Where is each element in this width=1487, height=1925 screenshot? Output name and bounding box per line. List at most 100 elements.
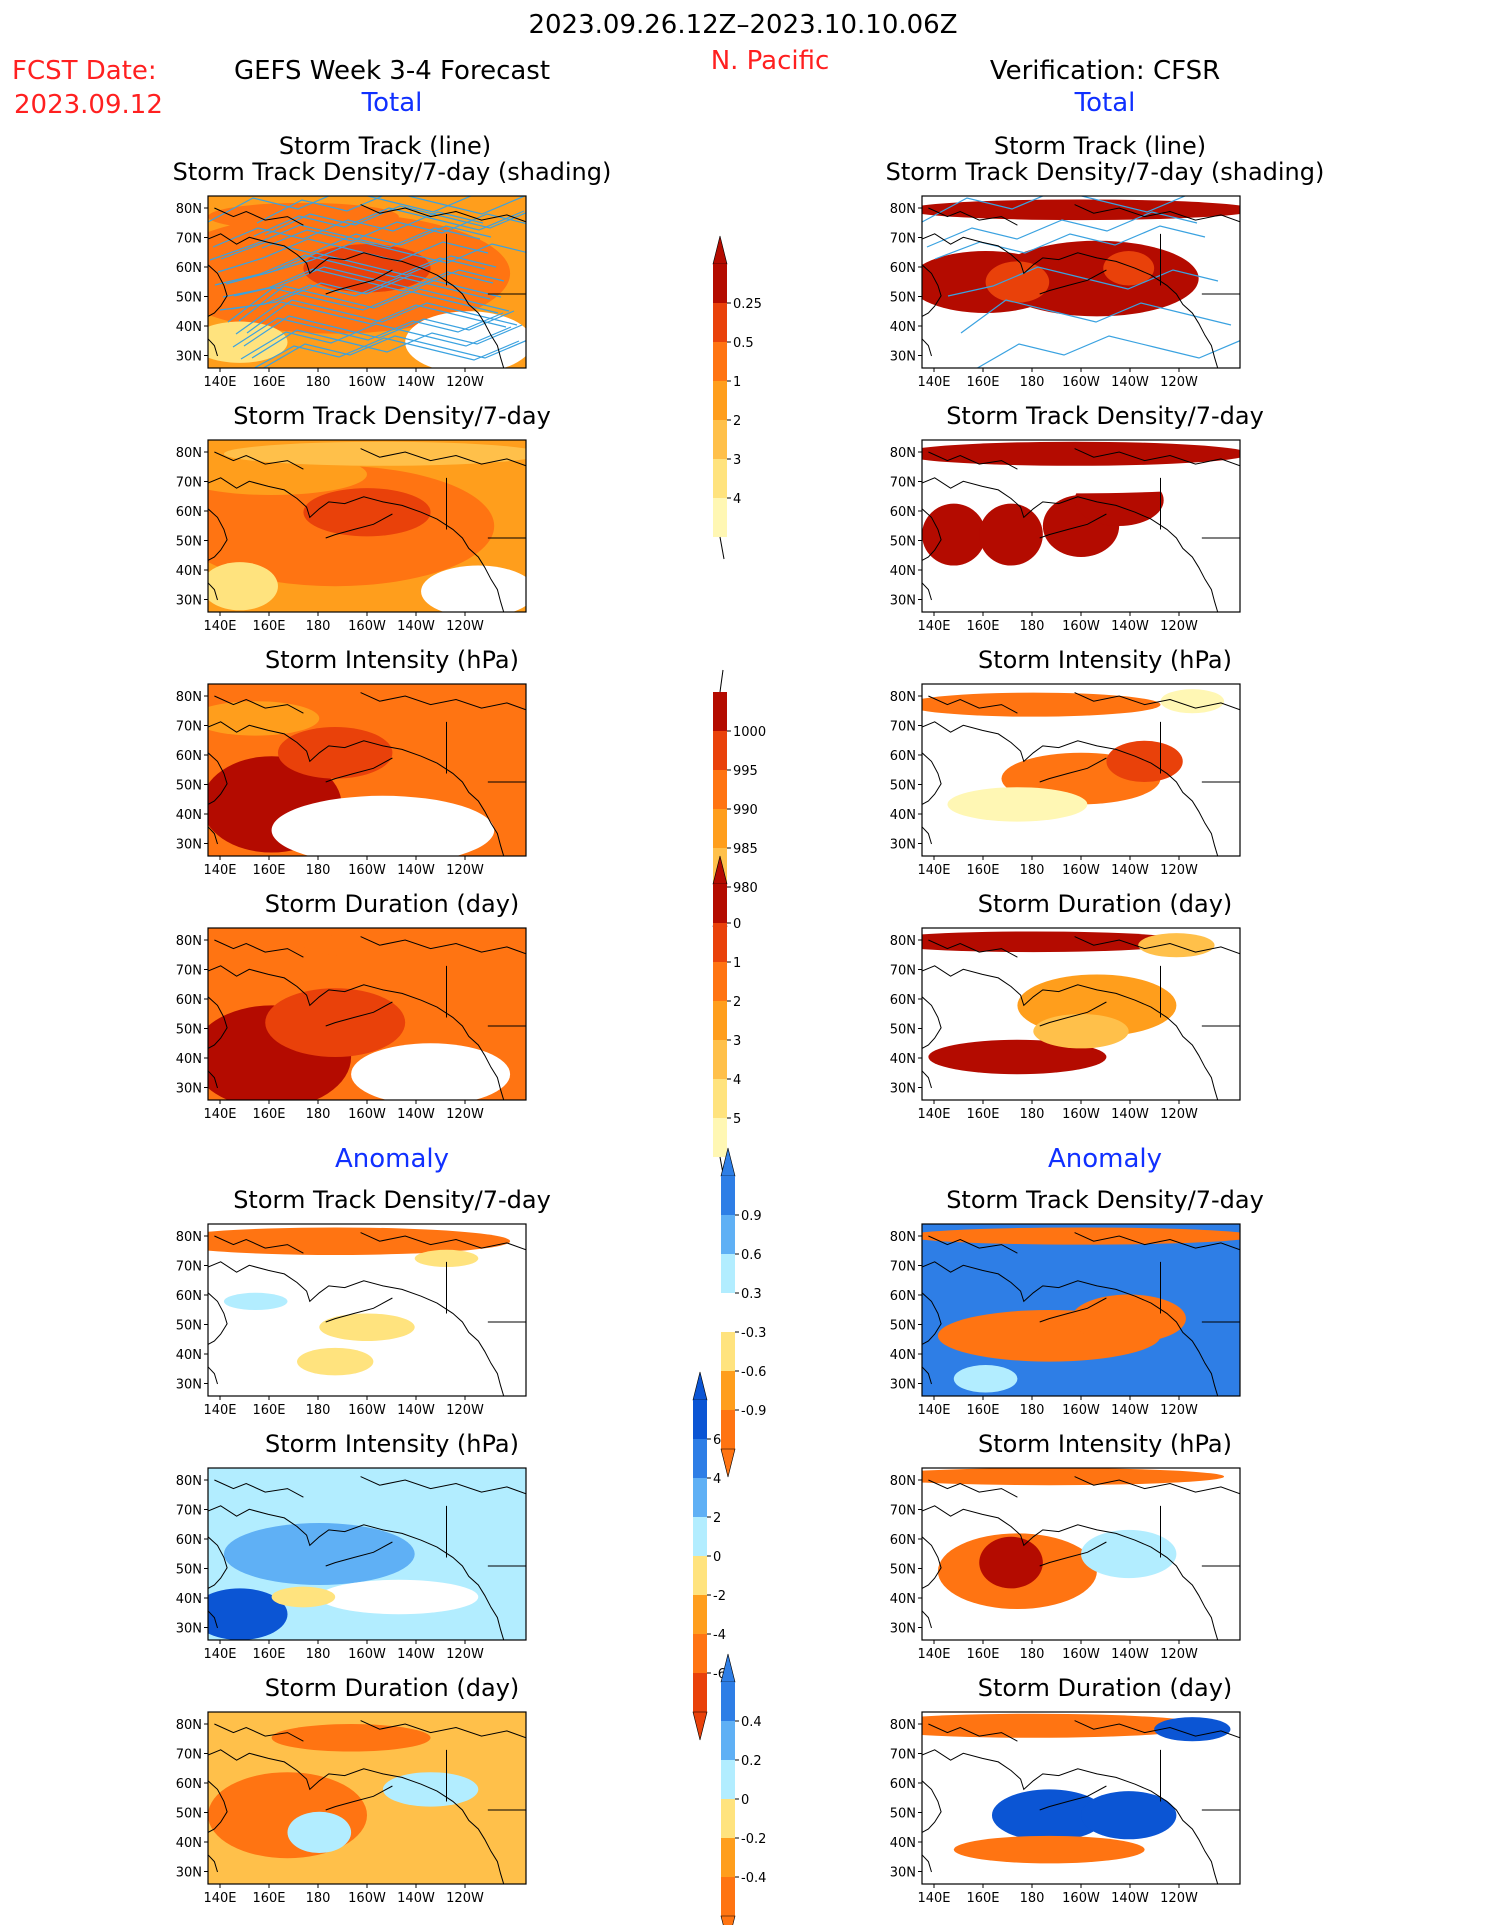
colorbar-segment (721, 1877, 735, 1916)
y-tick-label: 80N (890, 1474, 916, 1489)
x-tick-label: 140W (1111, 1891, 1149, 1906)
title-left-track-shading: Storm Track Density/7-day (shading) (172, 158, 612, 186)
coastline (360, 936, 526, 955)
x-tick-label: 120W (446, 1647, 484, 1662)
x-tick-label: 160W (1062, 1647, 1100, 1662)
colorbar-label: -2 (713, 1589, 726, 1604)
y-tick-label: 80N (890, 690, 916, 705)
coastline (922, 582, 932, 601)
storm-track-line (233, 266, 505, 297)
period-title: 2023.09.26.12Z–2023.10.10.06Z (528, 10, 958, 40)
coastline (208, 1610, 218, 1629)
coastline (208, 264, 228, 317)
x-tick-label: 160W (1062, 1107, 1100, 1122)
title-right-density: Storm Track Density/7-day (946, 402, 1264, 430)
coastline (208, 1854, 218, 1873)
storm-track-line (256, 196, 526, 224)
colorbar-label: 0 (713, 1550, 721, 1565)
storm-track-line (261, 213, 526, 249)
x-tick-label: 140E (203, 1891, 236, 1906)
shading-blob (271, 795, 495, 856)
colorbar-segment (713, 1118, 727, 1157)
y-tick-label: 60N (176, 749, 202, 764)
colorbar-label: -0.3 (741, 1326, 766, 1341)
coastline (922, 508, 942, 561)
x-tick-label: 140E (203, 1107, 236, 1122)
x-tick-label: 140E (917, 1107, 950, 1122)
x-tick-label: 160E (252, 619, 285, 634)
coastline (922, 264, 942, 317)
colorbar-segment (693, 1439, 707, 1478)
coastline (214, 1479, 304, 1498)
shading-blob (953, 1365, 1018, 1393)
shading-blob (414, 1249, 479, 1267)
coastline (1039, 1541, 1107, 1567)
y-tick-label: 50N (890, 291, 916, 306)
colorbar-segment (713, 420, 727, 459)
coastline (208, 233, 505, 368)
y-tick-label: 30N (176, 594, 202, 609)
x-tick-label: 180 (306, 1891, 331, 1906)
shading-blob (319, 1313, 415, 1341)
shading-blob (351, 1043, 511, 1100)
coastline (1074, 448, 1240, 467)
y-tick-label: 30N (890, 350, 916, 365)
coastline (1074, 204, 1240, 223)
x-tick-label: 140W (397, 1403, 435, 1418)
coastline (928, 207, 1018, 226)
x-tick-label: 140E (203, 619, 236, 634)
title-left-anom-intensity: Storm Intensity (hPa) (265, 1430, 519, 1458)
coastline (208, 1261, 505, 1396)
shading-blob (991, 1789, 1107, 1841)
x-tick-label: 140W (397, 863, 435, 878)
coastline (1039, 757, 1107, 783)
shading-blob (303, 488, 431, 537)
coastline (325, 1785, 393, 1811)
colorbar-segment (713, 342, 727, 381)
y-tick-label: 30N (890, 1378, 916, 1393)
coastline (1074, 1476, 1240, 1495)
shading-blob (922, 199, 1240, 221)
x-tick-label: 140W (397, 619, 435, 634)
coastline (1074, 936, 1240, 955)
x-tick-label: 180 (306, 375, 331, 390)
y-tick-label: 80N (890, 934, 916, 949)
x-tick-label: 120W (446, 1403, 484, 1418)
coastline (922, 1536, 942, 1589)
y-tick-label: 70N (176, 1748, 202, 1763)
coastline (325, 1541, 393, 1567)
coastline (922, 996, 942, 1049)
coastline (922, 1854, 932, 1873)
x-tick-label: 180 (306, 1647, 331, 1662)
x-tick-label: 140W (1111, 375, 1149, 390)
coastline (360, 1720, 526, 1739)
shading-blob (1081, 1791, 1177, 1840)
colorbar-segment (693, 1595, 707, 1634)
x-tick-label: 160W (348, 619, 386, 634)
coastline (208, 1505, 505, 1640)
shading-blob (922, 931, 1193, 953)
x-tick-label: 180 (1020, 1891, 1045, 1906)
coastline (928, 1235, 1018, 1254)
storm-track-line (960, 299, 1232, 334)
y-tick-label: 80N (176, 934, 202, 949)
shading-blob (303, 931, 495, 959)
colorbar-segment (713, 962, 727, 1001)
y-tick-label: 50N (176, 291, 202, 306)
y-tick-label: 40N (176, 564, 202, 579)
y-tick-label: 50N (176, 1023, 202, 1038)
y-tick-label: 40N (890, 808, 916, 823)
coastline (360, 1476, 526, 1495)
colorbar-label: 5 (733, 1112, 741, 1127)
coastline (928, 1723, 1018, 1742)
x-tick-label: 140E (203, 1403, 236, 1418)
shading-blob (922, 1227, 1240, 1245)
coastline (208, 752, 228, 805)
coastline (208, 582, 218, 601)
colorbar-segment (721, 1838, 735, 1877)
y-tick-label: 30N (176, 838, 202, 853)
y-tick-label: 40N (176, 808, 202, 823)
